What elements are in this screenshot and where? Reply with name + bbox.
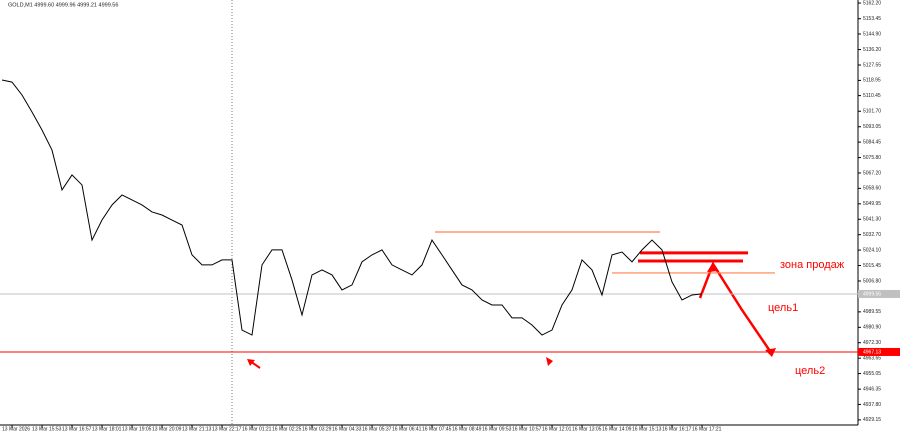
y-tick-label: 5093.05 bbox=[863, 124, 881, 130]
x-tick-label: 16 Mar 12:01 bbox=[542, 426, 572, 432]
y-tick-label: 5075.80 bbox=[863, 155, 881, 161]
x-tick-label: 13 Mar 18:01 bbox=[92, 426, 122, 432]
x-tick-label: 16 Mar 09:53 bbox=[482, 426, 512, 432]
y-tick-label: 5084.45 bbox=[863, 139, 881, 145]
annotation: цель1 bbox=[768, 302, 798, 314]
x-tick-label: 16 Mar 14:09 bbox=[602, 426, 632, 432]
chart-title: GOLD,M1 4999.60 4999.96 4999.21 4999.56 bbox=[8, 2, 118, 8]
y-tick-label: 5006.80 bbox=[863, 278, 881, 284]
y-tick-label: 4937.80 bbox=[863, 402, 881, 408]
x-tick-label: 16 Mar 07:45 bbox=[422, 426, 452, 432]
annotation: зона продаж bbox=[780, 259, 845, 271]
y-tick-label: 4980.90 bbox=[863, 325, 881, 331]
y-tick-label: 5136.20 bbox=[863, 47, 881, 53]
y-tick-label: 4989.55 bbox=[863, 309, 881, 315]
y-tick-label: 5162.20 bbox=[863, 0, 881, 6]
y-tick-label: 5127.55 bbox=[863, 62, 881, 68]
arrow-head bbox=[707, 262, 719, 272]
x-tick-label: 13 Mar 16:57 bbox=[62, 426, 92, 432]
x-tick-label: 16 Mar 10:57 bbox=[512, 426, 542, 432]
x-tick-label: 16 Mar 05:37 bbox=[362, 426, 392, 432]
x-tick-label: 13 Mar 15:53 bbox=[32, 426, 62, 432]
y-tick-label: 4946.35 bbox=[863, 386, 881, 392]
x-tick-label: 16 Mar 13:05 bbox=[572, 426, 602, 432]
y-tick-label: 5015.45 bbox=[863, 263, 881, 269]
x-tick-label: 16 Mar 06:41 bbox=[392, 426, 422, 432]
y-tick-label: 5118.95 bbox=[863, 78, 881, 84]
y-tick-label: 5024.10 bbox=[863, 247, 881, 253]
price-line-series bbox=[1, 79, 703, 336]
x-tick-label: 16 Mar 15:13 bbox=[632, 426, 662, 432]
x-tick-label: 13 Mar 19:05 bbox=[122, 426, 152, 432]
y-tick-label: 5067.20 bbox=[863, 170, 881, 176]
y-tick-label: 5153.45 bbox=[863, 16, 881, 22]
y-tick-label: 4963.65 bbox=[863, 356, 881, 362]
x-tick-label: 16 Mar 02:25 bbox=[272, 426, 302, 432]
x-tick-label: 16 Mar 01:21 bbox=[242, 426, 272, 432]
y-tick-label: 5101.70 bbox=[863, 109, 881, 115]
x-tick-label: 16 Mar 03:29 bbox=[302, 426, 332, 432]
y-tick-label: 5041.30 bbox=[863, 217, 881, 223]
marker-arrow-head bbox=[546, 357, 553, 366]
y-tick-label: 5032.70 bbox=[863, 232, 881, 238]
y-tick-label: 5110.45 bbox=[863, 93, 881, 99]
x-tick-label: 13 Mar 20:09 bbox=[152, 426, 182, 432]
arrow-head bbox=[765, 348, 776, 357]
marker-arrow-head bbox=[247, 359, 255, 366]
price-label-box bbox=[858, 289, 900, 298]
y-tick-label: 5058.60 bbox=[863, 186, 881, 192]
y-tick-label: 4972.30 bbox=[863, 340, 881, 346]
annotation: цель2 bbox=[795, 365, 825, 377]
x-tick-label: 16 Mar 08:49 bbox=[452, 426, 482, 432]
y-tick-label: 4955.05 bbox=[863, 371, 881, 377]
x-tick-label: 16 Mar 16:17 bbox=[662, 426, 692, 432]
x-tick-label: 13 Mar 2026 bbox=[2, 426, 30, 432]
y-tick-label: 5049.95 bbox=[863, 201, 881, 207]
forecast-arrow bbox=[698, 261, 774, 355]
x-tick-label: 13 Mar 22:17 bbox=[212, 426, 242, 432]
price-label-box bbox=[858, 347, 900, 356]
x-tick-label: 13 Mar 21:13 bbox=[182, 426, 212, 432]
x-tick-label: 16 Mar 04:33 bbox=[332, 426, 362, 432]
price-label: 4967.13 bbox=[863, 349, 881, 355]
x-tick-label: 16 Mar 17:21 bbox=[692, 426, 722, 432]
y-tick-label: 5144.90 bbox=[863, 31, 881, 37]
price-label: 4999.56 bbox=[863, 291, 881, 297]
y-tick-label: 4929.15 bbox=[863, 417, 881, 423]
